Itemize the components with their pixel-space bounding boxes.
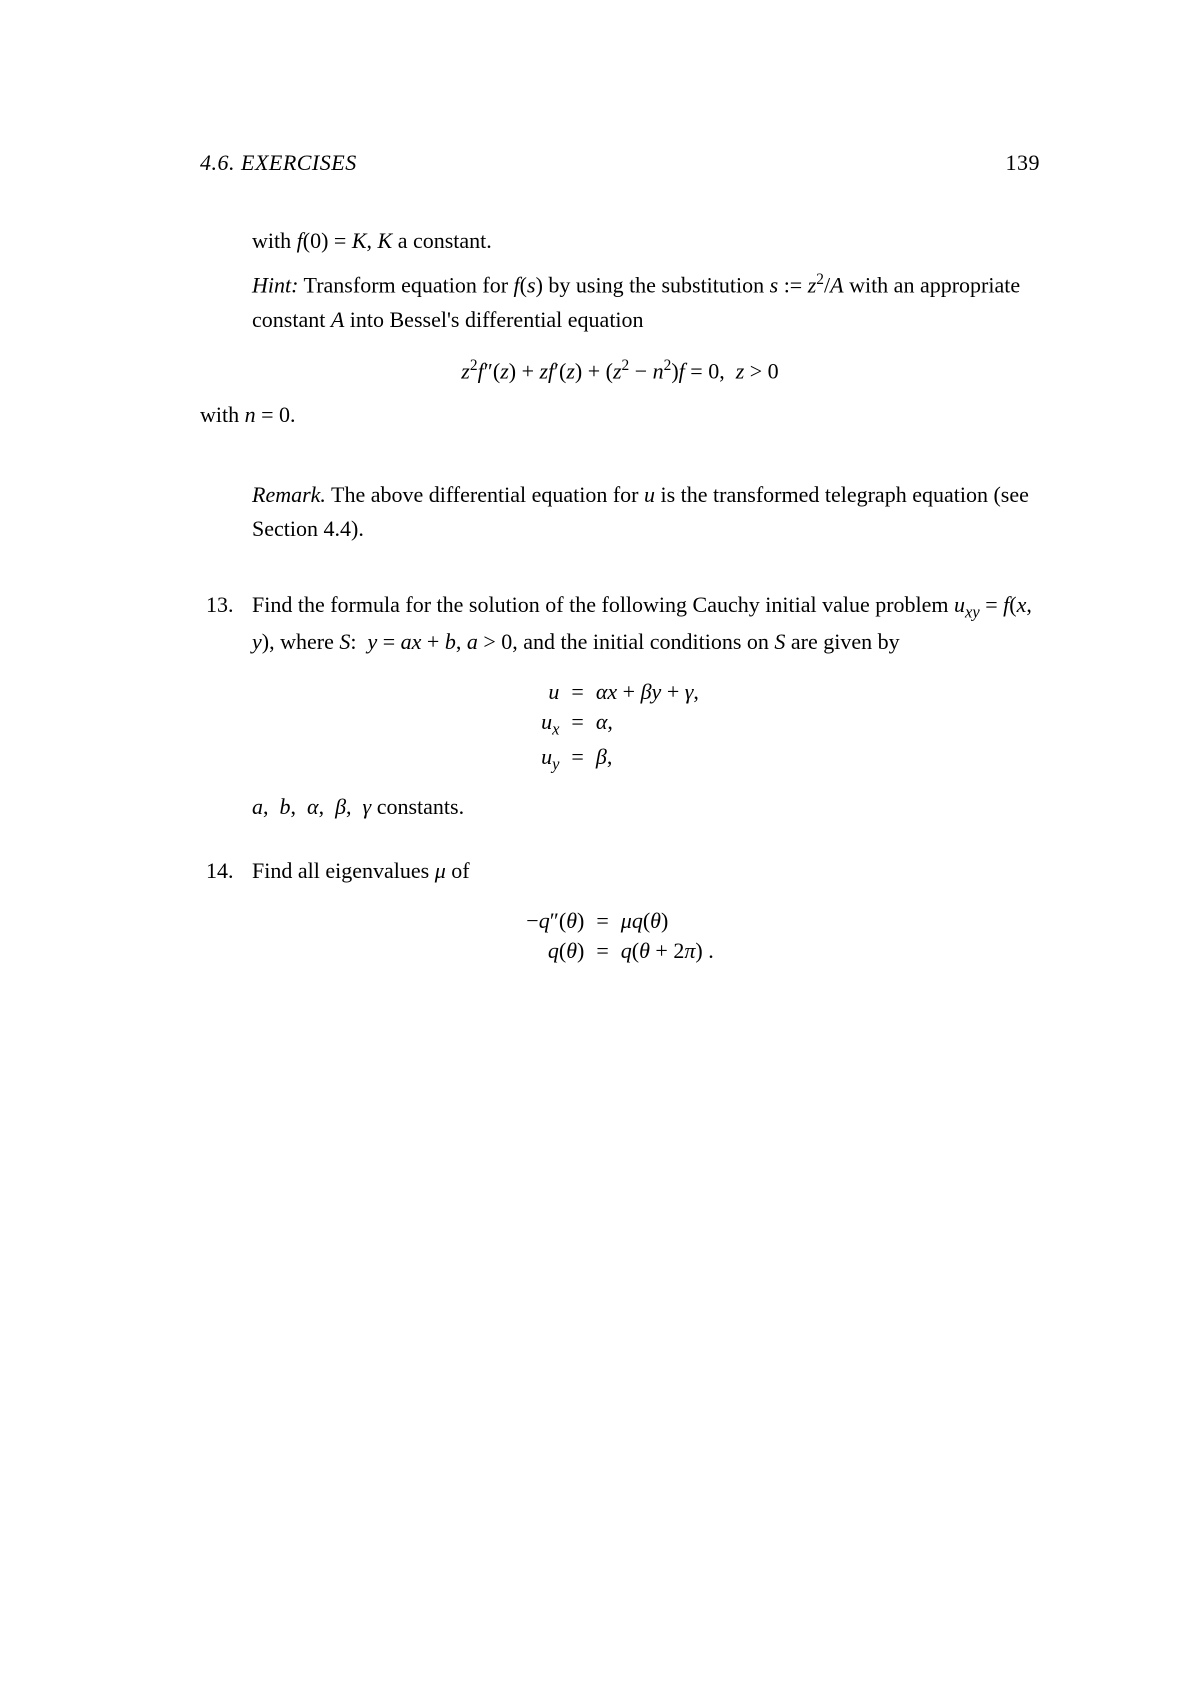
- exercise-14: 14.Find all eigenvalues μ of: [206, 854, 1040, 888]
- section-label: 4.6. EXERCISES: [200, 150, 357, 176]
- item-body: Find the formula for the solution of the…: [252, 588, 1040, 659]
- constants-line: a, b, α, β, γ constants.: [252, 794, 1040, 820]
- align-table: −q″(θ)=μq(θ)q(θ)=q(θ + 2π) .: [520, 906, 719, 966]
- remark: Remark. The above differential equation …: [252, 478, 1040, 546]
- page-header: 4.6. EXERCISES 139: [200, 150, 1040, 176]
- paragraph: with f(0) = K, K a constant.: [252, 224, 1040, 258]
- aligned-equations-14: −q″(θ)=μq(θ)q(θ)=q(θ + 2π) .: [200, 906, 1040, 966]
- page: 4.6. EXERCISES 139 with f(0) = K, K a co…: [0, 0, 1200, 1698]
- page-number: 139: [1006, 150, 1041, 176]
- with-n-line: with n = 0.: [200, 402, 1040, 428]
- hint-paragraph: Hint: Transform equation for f(s) by usi…: [252, 268, 1040, 337]
- item-number: 14.: [206, 854, 252, 888]
- aligned-equations-13: u=αx + βy + γ,ux=α,uy=β,: [200, 677, 1040, 776]
- item-number: 13.: [206, 588, 252, 622]
- align-table: u=αx + βy + γ,ux=α,uy=β,: [535, 677, 705, 776]
- bessel-equation: z2f″(z) + zf′(z) + (z2 − n2)f = 0, z > 0: [200, 357, 1040, 384]
- exercise-13: 13. Find the formula for the solution of…: [206, 588, 1040, 659]
- item-body: Find all eigenvalues μ of: [252, 854, 1040, 888]
